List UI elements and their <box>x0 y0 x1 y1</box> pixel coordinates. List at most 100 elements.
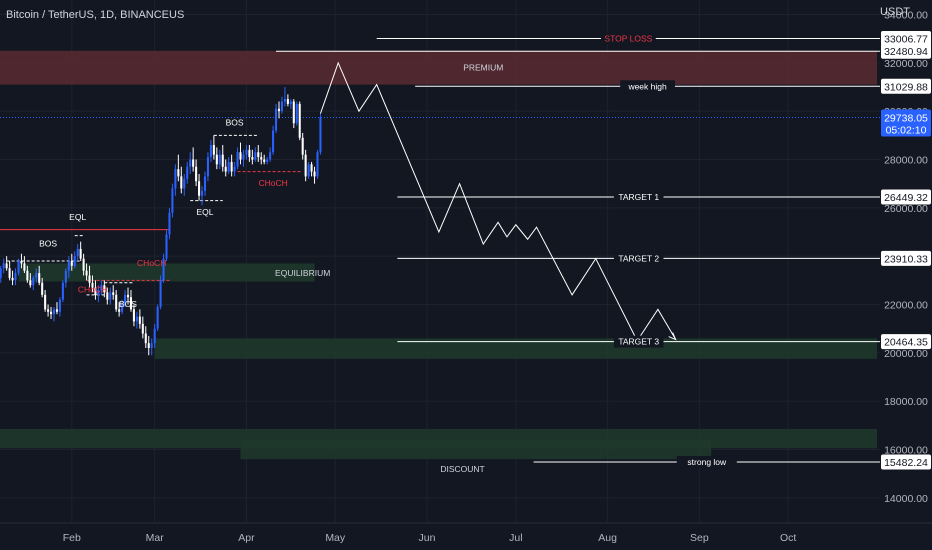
price-level-label-bg <box>600 32 656 45</box>
candle-body <box>50 311 53 315</box>
structure-annotation: BOS <box>119 299 137 309</box>
candle-body <box>266 159 269 162</box>
zone-premium <box>0 50 877 85</box>
candle-body <box>215 154 218 165</box>
candle-body <box>233 166 236 172</box>
price-level-label-bg <box>613 190 664 203</box>
price-level-badge <box>881 189 931 205</box>
candle-body <box>289 101 292 104</box>
candle-body <box>61 282 64 300</box>
candle-body <box>275 108 278 131</box>
price-level-label: TARGET 3 <box>618 337 659 347</box>
candle-body <box>38 273 41 283</box>
candle-body <box>248 149 251 158</box>
candle-body <box>153 328 156 344</box>
candle-body <box>82 258 85 271</box>
candle-body <box>118 309 121 312</box>
candle-body <box>0 268 2 278</box>
candle-body <box>23 263 26 271</box>
symbol-title: Bitcoin / TetherUS, 1D, BINANCEUS <box>6 9 185 21</box>
zone-label-equilibrium: EQUILIBRIUM <box>275 268 330 278</box>
candle-body <box>88 275 91 283</box>
candle-body <box>200 190 204 196</box>
time-axis-label: Feb <box>63 532 81 544</box>
candle-body <box>206 157 209 177</box>
candle-body <box>11 277 14 281</box>
candle-body <box>292 101 295 124</box>
candle-body <box>5 263 8 269</box>
time-axis-label: Jul <box>509 532 522 544</box>
time-axis-label: Sep <box>690 532 709 544</box>
candle-body <box>227 161 230 172</box>
candle-body <box>165 234 168 259</box>
price-level-badge <box>881 454 931 470</box>
candle-body <box>313 171 316 177</box>
candle-body <box>174 169 177 189</box>
time-axis-label: Apr <box>238 532 255 544</box>
candle-body <box>180 176 183 189</box>
price-axis-tick-label: 20000.00 <box>884 348 928 360</box>
candle-body <box>132 309 135 322</box>
candle-body <box>97 290 100 295</box>
candle-body <box>150 343 153 348</box>
candle-body <box>307 164 310 177</box>
candle-body <box>141 323 144 334</box>
candle-body <box>224 166 227 172</box>
candle-body <box>106 292 109 300</box>
structure-annotation: CHoCH <box>137 258 166 268</box>
price-level-label-bg <box>613 252 664 265</box>
candle-body <box>283 99 286 102</box>
price-level-label: TARGET 2 <box>618 253 659 263</box>
candle-body <box>230 161 233 172</box>
zone-discount <box>240 439 712 460</box>
candle-body <box>126 294 130 298</box>
price-axis-tick-label: 32000.00 <box>884 58 928 70</box>
candle-body <box>26 270 29 281</box>
candle-body <box>129 297 133 310</box>
candle-body <box>189 159 192 167</box>
candle-body <box>100 285 103 290</box>
price-level-label: week high <box>627 81 667 91</box>
candle-body <box>91 282 94 288</box>
candle-body <box>257 152 260 158</box>
candle-body <box>209 145 212 158</box>
candle-body <box>67 261 70 271</box>
price-level-label-bg <box>613 335 664 348</box>
candle-body <box>277 108 281 112</box>
price-axis-tick-label: 16000.00 <box>884 445 928 457</box>
candle-body <box>286 99 289 104</box>
candle-body <box>236 152 239 167</box>
price-level-badge-label: 20464.35 <box>884 337 928 349</box>
candle-body <box>2 263 5 269</box>
structure-annotation: EQL <box>196 207 213 217</box>
candle-body <box>58 299 61 312</box>
candle-body <box>186 166 189 179</box>
projection-arrowhead <box>668 332 677 341</box>
candle-body <box>35 273 38 278</box>
price-axis-tick-label: 22000.00 <box>884 300 928 312</box>
time-axis-label: Aug <box>598 532 617 544</box>
price-axis-tick-label: 18000.00 <box>884 396 928 408</box>
candle-body <box>85 270 88 276</box>
candle-body <box>55 309 59 312</box>
bar-countdown-label: 05:02:10 <box>886 124 927 136</box>
price-level-badge-label: 33006.77 <box>884 34 928 46</box>
candle-body <box>203 176 207 191</box>
candle-body <box>138 316 141 324</box>
candle-body <box>316 152 319 177</box>
candle-body <box>304 154 307 177</box>
price-level-badge-label: 31029.88 <box>884 81 928 93</box>
price-axis-tick-label: 14000.00 <box>884 493 928 505</box>
candle-body <box>239 152 242 160</box>
candle-body <box>121 304 124 312</box>
price-axis-tick-label: 34000.00 <box>884 10 928 22</box>
price-level-badge <box>881 334 931 350</box>
price-level-label-bg <box>676 456 737 469</box>
candle-body <box>70 261 73 266</box>
price-level-label: STOP LOSS <box>604 34 652 44</box>
candle-body <box>73 256 76 266</box>
currency-label: USDT <box>880 6 910 18</box>
candle-body <box>156 306 159 329</box>
